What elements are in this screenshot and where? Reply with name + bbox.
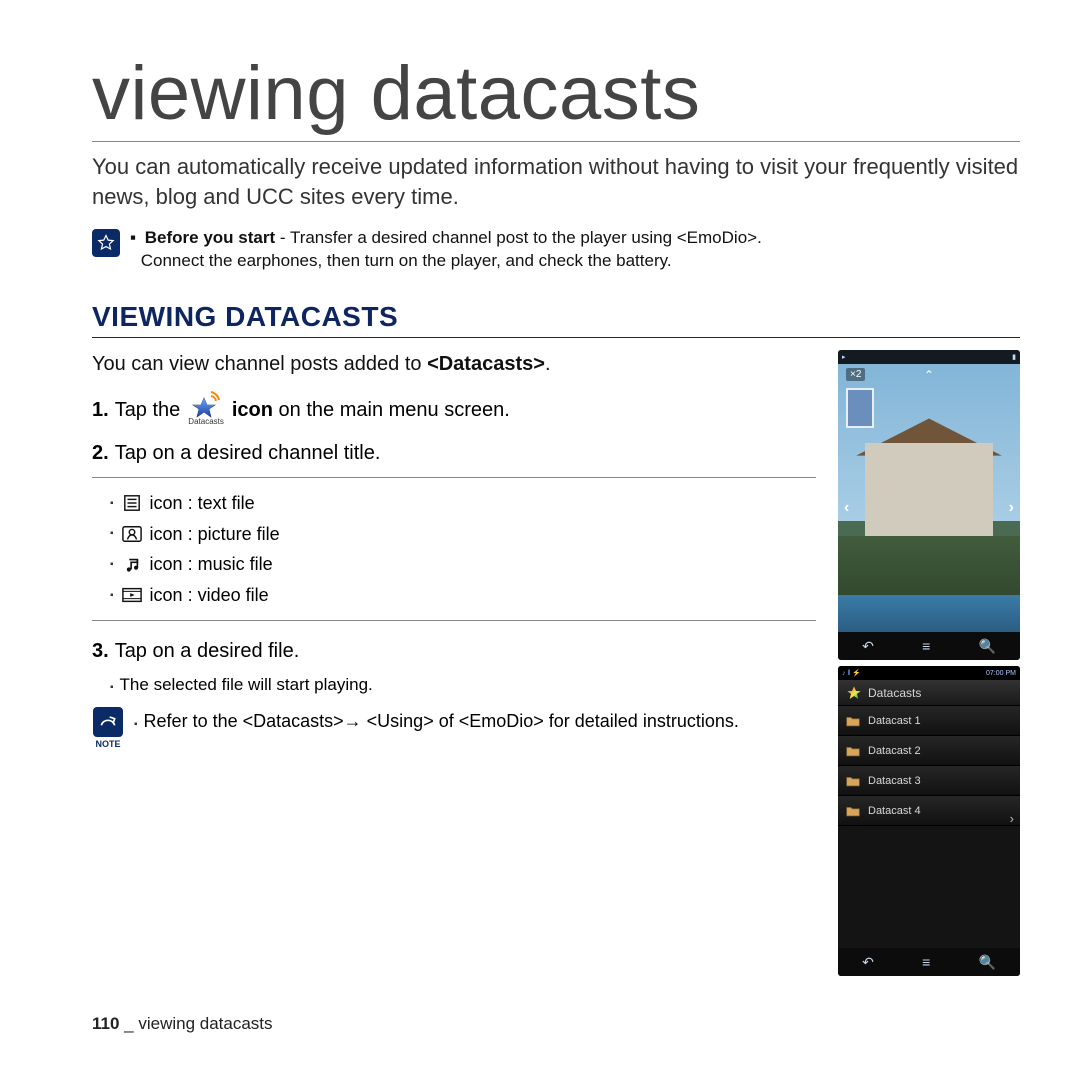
folder-icon — [846, 775, 860, 787]
device-screenshot-picture-viewer: ▸▮ ×2 ⌃ ‹ › ↶ ≡ 🔍 — [838, 350, 1020, 660]
body-intro: You can view channel posts added to <Dat… — [92, 350, 816, 378]
thumbnail-icon — [846, 388, 874, 428]
folder-icon — [846, 805, 860, 817]
datacasts-star-icon — [846, 685, 862, 701]
step-3: 3. Tap on a desired file. — [92, 635, 816, 667]
note-icon — [93, 707, 123, 737]
search-icon: 🔍 — [978, 638, 995, 655]
device-screenshot-datacast-list: ♪ ‖ ⚡07:00 PM Datacasts Datacast 1 — [838, 666, 1020, 976]
search-icon: 🔍 — [978, 954, 995, 971]
folder-icon — [846, 745, 860, 757]
tip-lead: Before you start — [145, 228, 275, 247]
before-you-start-tip: ▪ Before you start - Transfer a desired … — [92, 227, 1020, 273]
list-item: Datacast 1 — [838, 706, 1020, 736]
zoom-chip: ×2 — [846, 368, 865, 381]
file-type-icon-legend: ▪ icon : text file ▪ icon : picture file… — [92, 477, 816, 621]
note-block: NOTE ▪Refer to the <Datacasts>→ <Using> … — [92, 707, 816, 749]
music-file-icon — [122, 555, 142, 575]
step-2: 2. Tap on a desired channel title. — [92, 437, 816, 469]
video-file-icon — [122, 585, 142, 605]
list-item: Datacast 4 — [838, 796, 1020, 826]
step-3-result: ▪The selected file will start playing. — [110, 675, 816, 695]
page-footer: 110 _ viewing datacasts — [92, 1014, 273, 1034]
chevron-right-icon: › — [1009, 499, 1014, 517]
list-item: Datacast 3 — [838, 766, 1020, 796]
tip-text-1: - Transfer a desired channel post to the… — [275, 228, 762, 247]
menu-icon: ≡ — [922, 954, 930, 970]
folder-icon — [846, 715, 860, 727]
step-1: 1. Tap the Datacasts icon on the main me… — [92, 390, 816, 429]
menu-icon: ≡ — [922, 638, 930, 654]
chevron-left-icon: ‹ — [844, 499, 849, 517]
star-tip-icon — [92, 229, 120, 257]
intro-text: You can automatically receive updated in… — [92, 152, 1020, 211]
chevron-right-icon: › — [1010, 811, 1014, 826]
tip-text-2: Connect the earphones, then turn on the … — [141, 251, 672, 270]
page-title: viewing datacasts — [92, 50, 1020, 142]
section-heading: VIEWING DATACASTS — [92, 301, 1020, 338]
back-icon: ↶ — [862, 638, 874, 655]
list-item: Datacast 2 — [838, 736, 1020, 766]
up-arrow-icon: ⌃ — [924, 368, 934, 382]
datacasts-app-icon: Datacasts — [188, 390, 224, 429]
back-icon: ↶ — [862, 954, 874, 971]
text-file-icon — [122, 493, 142, 513]
picture-file-icon — [122, 524, 142, 544]
